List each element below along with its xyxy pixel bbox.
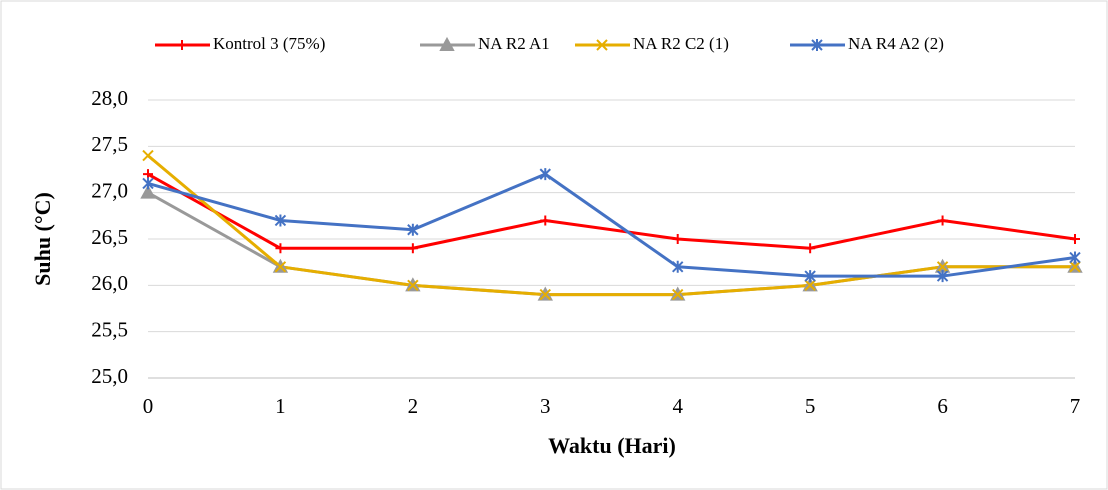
data-point	[672, 260, 684, 273]
data-point	[407, 279, 419, 292]
y-tick-label: 25,5	[91, 317, 128, 341]
y-axis-label: Suhu (°C)	[30, 192, 55, 286]
legend-marker	[177, 40, 187, 50]
series-line	[147, 154, 1075, 297]
y-tick-label: 28,0	[91, 86, 128, 110]
data-point	[539, 168, 551, 181]
x-tick-label: 5	[805, 394, 816, 418]
data-point	[936, 270, 949, 283]
data-point	[140, 184, 156, 199]
x-tick-label: 3	[540, 394, 551, 418]
data-point	[804, 270, 816, 283]
data-point	[275, 243, 286, 254]
legend-marker	[439, 36, 455, 51]
data-point	[407, 223, 419, 236]
y-tick-label: 26,5	[91, 225, 128, 249]
y-tick-label: 26,0	[91, 271, 128, 295]
legend-label: NA R4 A2 (2)	[848, 34, 944, 53]
data-point	[804, 279, 816, 292]
x-tick-label: 1	[275, 394, 286, 418]
legend-marker	[811, 39, 823, 51]
y-tick-label: 25,0	[91, 364, 128, 388]
x-tick-label: 4	[672, 394, 683, 418]
data-point	[805, 243, 816, 254]
data-point	[274, 214, 287, 227]
x-tick-label: 6	[937, 394, 948, 418]
data-point	[142, 149, 154, 162]
data-point	[1069, 251, 1081, 264]
data-point	[142, 177, 154, 190]
data-point	[539, 288, 551, 301]
x-tick-label: 0	[143, 394, 154, 418]
data-point	[672, 234, 683, 244]
data-point	[540, 215, 551, 226]
legend-label: Kontrol 3 (75%)	[213, 34, 325, 53]
data-point	[937, 215, 948, 226]
data-point	[407, 243, 418, 254]
data-point	[274, 261, 287, 273]
data-point	[672, 288, 684, 301]
legend-label: NA R2 C2 (1)	[633, 34, 729, 53]
data-point	[1069, 261, 1081, 273]
x-axis-label: Waktu (Hari)	[548, 433, 676, 458]
data-point	[936, 261, 949, 273]
series-line	[147, 172, 1076, 250]
data-point	[1070, 234, 1080, 244]
x-tick-label: 2	[408, 394, 419, 418]
legend-marker	[596, 39, 608, 51]
legend-label: NA R2 A1	[478, 34, 550, 53]
x-tick-label: 7	[1070, 394, 1081, 418]
y-tick-label: 27,5	[91, 132, 128, 156]
y-tick-label: 27,0	[91, 178, 128, 202]
series-line	[147, 172, 1076, 278]
